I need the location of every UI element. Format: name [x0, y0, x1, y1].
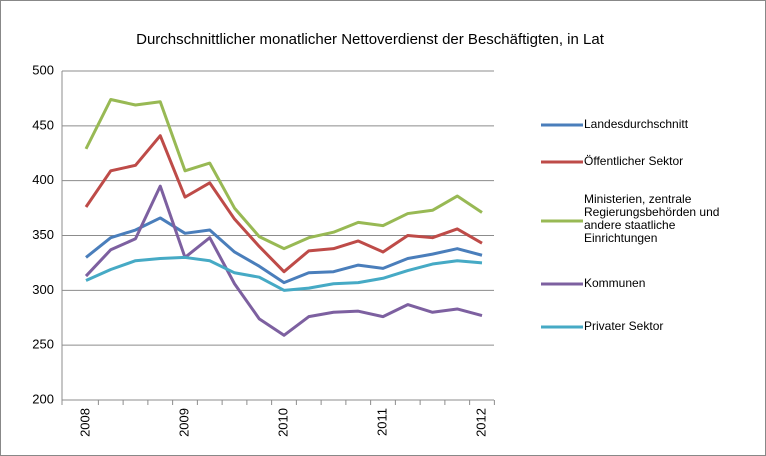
- y-tick-label: 250: [32, 337, 54, 352]
- legend-label: Kommunen: [584, 276, 646, 290]
- y-tick-label: 400: [32, 172, 54, 187]
- y-tick-label: 350: [32, 227, 54, 242]
- series-line: [85, 216, 483, 285]
- legend-label: Öffentlicher Sektor: [584, 154, 684, 168]
- y-tick-label: 200: [32, 391, 54, 406]
- legend-label: Landesdurchschnitt: [584, 117, 689, 131]
- legend-label: Ministerien, zentrale Regierungsbehörden…: [584, 192, 720, 245]
- x-tick-label: 2012: [473, 408, 488, 437]
- x-tick-label: 2008: [77, 408, 92, 437]
- series-line: [84, 134, 483, 274]
- x-tick-label: 2010: [275, 408, 290, 437]
- series-line: [84, 184, 483, 337]
- legend-label: Privater Sektor: [584, 319, 664, 333]
- y-tick-label: 500: [32, 62, 54, 77]
- y-tick-label: 300: [32, 282, 54, 297]
- chart-title: Durchschnittlicher monatlicher Nettoverd…: [136, 31, 605, 48]
- series-line: [85, 255, 483, 292]
- x-tick-label: 2009: [176, 408, 191, 437]
- y-tick-label: 450: [32, 117, 54, 132]
- x-tick-label: 2011: [374, 408, 389, 436]
- series-line: [84, 98, 483, 251]
